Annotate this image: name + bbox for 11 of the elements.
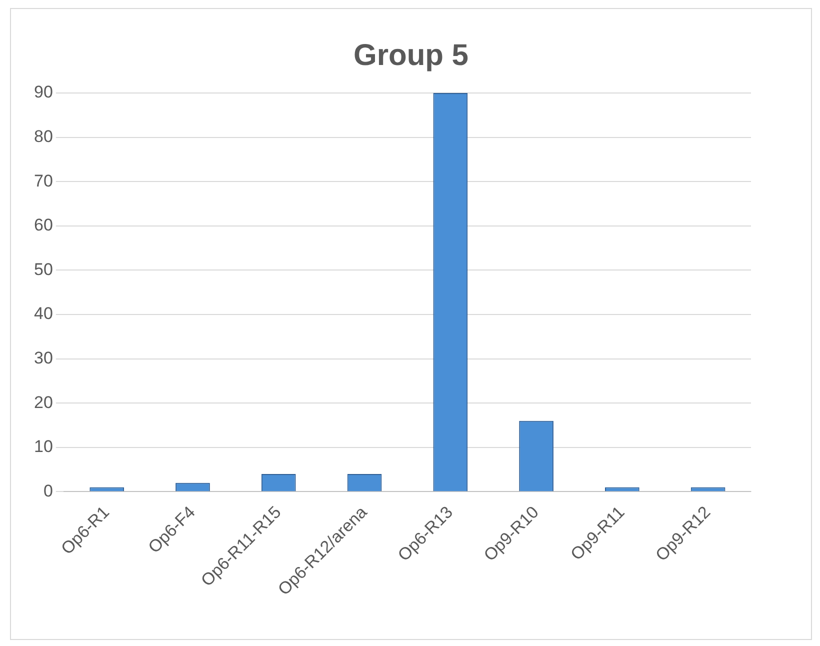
y-tick-label: 80 (34, 126, 53, 146)
chart-title: Group 5 (352, 39, 470, 73)
y-tick-label: 50 (34, 260, 53, 279)
y-tick-label: 40 (34, 304, 53, 324)
y-tick-label: 60 (34, 216, 53, 235)
y-tick-label: 10 (34, 437, 53, 456)
y-tick-label: 90 (34, 82, 53, 102)
y-tick-label: 30 (34, 348, 53, 368)
y-tick-label: 70 (34, 171, 53, 190)
y-tick-label: 0 (43, 481, 53, 500)
y-tick-label: 20 (34, 392, 53, 412)
